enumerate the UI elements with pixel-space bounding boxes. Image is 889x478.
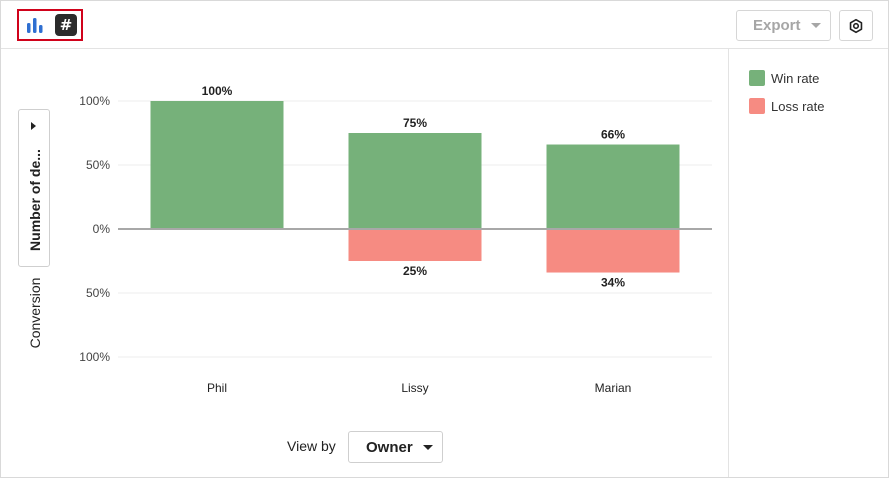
bar-win-phil <box>150 101 284 229</box>
data-label-win: 100% <box>202 84 233 98</box>
view-by-label: View by <box>287 438 336 454</box>
y-tick-label: 0% <box>93 222 111 236</box>
y-tick-label: 100% <box>79 94 110 108</box>
chart-plot: 100% 50% 0% 50% 100% 100% Phil 75% 25% Lissy 66% 34… <box>79 84 712 395</box>
gear-icon <box>849 18 863 33</box>
y-tick-label: 50% <box>86 286 110 300</box>
view-by-value: Owner <box>366 438 413 456</box>
legend-swatch-loss <box>749 98 765 114</box>
number-icon[interactable]: # <box>55 14 77 36</box>
legend-item-win-rate[interactable]: Win rate <box>749 69 819 87</box>
legend-item-loss-rate[interactable]: Loss rate <box>749 97 824 115</box>
x-tick-label: Lissy <box>401 381 428 395</box>
legend-label-loss: Loss rate <box>771 98 825 114</box>
data-label-loss: 34% <box>601 276 625 290</box>
export-button-label: Export <box>753 17 801 34</box>
x-tick-label: Phil <box>207 381 227 395</box>
export-button[interactable]: Export <box>736 10 831 41</box>
data-label-loss: 25% <box>403 264 427 278</box>
data-label-win: 75% <box>403 116 427 130</box>
caret-right-icon <box>31 122 36 130</box>
view-by-select[interactable]: Owner <box>348 431 443 463</box>
x-tick-label: Marian <box>595 381 632 395</box>
bar-loss-lissy <box>348 229 482 261</box>
bar-win-marian <box>546 144 680 229</box>
data-label-win: 66% <box>601 128 625 142</box>
legend-swatch-win <box>749 70 765 86</box>
widget-toolbar: # Export <box>1 1 888 49</box>
bar-win-lissy <box>348 133 482 229</box>
settings-button[interactable] <box>839 10 873 41</box>
chevron-down-icon <box>422 444 433 450</box>
y-tick-label: 100% <box>79 350 110 364</box>
metric-selector[interactable]: Number of de... <box>18 109 50 267</box>
view-mode-toggle: # <box>17 9 83 41</box>
bar-chart-icon[interactable] <box>24 14 46 36</box>
bar-loss-marian <box>546 229 680 273</box>
legend-panel: Win rate Loss rate <box>728 49 888 477</box>
chevron-down-icon <box>810 23 821 28</box>
legend-label-win: Win rate <box>771 70 820 86</box>
y-tick-label: 50% <box>86 158 110 172</box>
